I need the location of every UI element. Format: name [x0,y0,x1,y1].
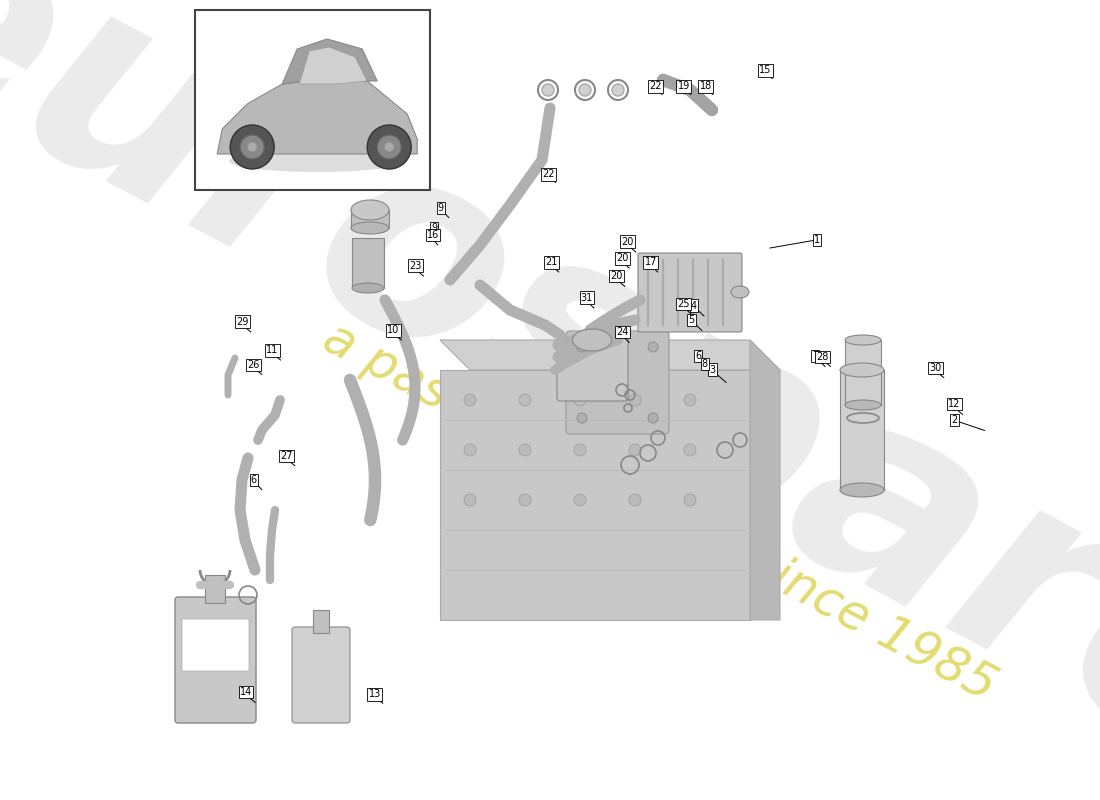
Text: 17: 17 [645,258,657,267]
Ellipse shape [732,286,749,298]
Text: a passion for parts since 1985: a passion for parts since 1985 [316,314,1004,710]
Circle shape [519,394,531,406]
FancyBboxPatch shape [175,597,256,723]
FancyBboxPatch shape [292,627,350,723]
Circle shape [464,394,476,406]
Circle shape [574,394,586,406]
Ellipse shape [542,84,554,96]
Bar [205,575,225,603]
Ellipse shape [612,84,624,96]
FancyBboxPatch shape [557,337,628,401]
Circle shape [367,125,411,169]
Text: 30: 30 [930,363,942,373]
Polygon shape [217,79,417,154]
Circle shape [629,494,641,506]
Text: 18: 18 [700,82,712,91]
Polygon shape [299,47,367,84]
Text: 24: 24 [616,327,628,337]
Bar [440,370,750,620]
Text: 9: 9 [431,223,438,233]
Text: 27: 27 [280,451,293,461]
Polygon shape [750,340,780,620]
Circle shape [248,142,257,152]
Text: 3: 3 [710,365,716,374]
Text: 22: 22 [542,170,554,179]
Text: 20: 20 [610,271,623,281]
Circle shape [648,413,658,423]
Ellipse shape [351,200,389,220]
Bar [314,610,329,633]
Text: 20: 20 [616,254,628,263]
Text: 28: 28 [816,352,828,362]
Text: 16: 16 [427,230,439,240]
Circle shape [240,135,264,159]
Text: 7: 7 [812,351,818,361]
Text: 12: 12 [948,399,960,409]
Ellipse shape [572,329,612,351]
Text: 10: 10 [387,326,399,335]
Text: 2: 2 [952,415,958,425]
Text: 19: 19 [678,82,690,91]
Text: 25: 25 [678,299,690,309]
Text: 9: 9 [438,203,444,213]
Circle shape [684,394,696,406]
Text: 6: 6 [695,351,702,361]
Text: 13: 13 [368,690,381,699]
Bar [352,238,384,288]
Bar [351,210,389,228]
FancyBboxPatch shape [182,619,249,671]
Circle shape [648,342,658,352]
Circle shape [684,444,696,456]
Bar [195,10,430,190]
Circle shape [629,394,641,406]
Circle shape [629,444,641,456]
Polygon shape [283,39,377,84]
Text: 29: 29 [236,317,249,326]
Circle shape [230,125,274,169]
Ellipse shape [351,222,389,234]
Ellipse shape [845,400,881,410]
Circle shape [519,444,531,456]
Circle shape [578,413,587,423]
Circle shape [578,342,587,352]
Text: 22: 22 [649,82,661,91]
Ellipse shape [229,150,405,172]
Text: 1: 1 [814,235,821,245]
Ellipse shape [840,483,884,497]
Circle shape [464,494,476,506]
Bar [845,340,881,405]
Text: 4: 4 [691,301,697,310]
Circle shape [464,444,476,456]
Ellipse shape [840,363,884,377]
Text: 8: 8 [702,359,708,369]
Circle shape [377,135,402,159]
Circle shape [574,444,586,456]
Text: 6: 6 [251,475,257,485]
Circle shape [519,494,531,506]
Circle shape [684,494,696,506]
Text: 21: 21 [546,258,558,267]
Text: 11: 11 [266,346,278,355]
Polygon shape [440,340,780,370]
Ellipse shape [845,335,881,345]
Circle shape [574,494,586,506]
Ellipse shape [579,84,591,96]
Text: 23: 23 [409,261,421,270]
Bar [840,370,884,490]
FancyBboxPatch shape [638,253,743,332]
Text: 26: 26 [248,360,260,370]
Text: 14: 14 [240,687,252,697]
Text: 31: 31 [581,293,593,302]
Text: 15: 15 [759,66,771,75]
FancyBboxPatch shape [566,331,669,434]
Ellipse shape [352,283,384,293]
Circle shape [384,142,394,152]
Text: 20: 20 [621,237,634,246]
Text: 5: 5 [689,315,695,325]
